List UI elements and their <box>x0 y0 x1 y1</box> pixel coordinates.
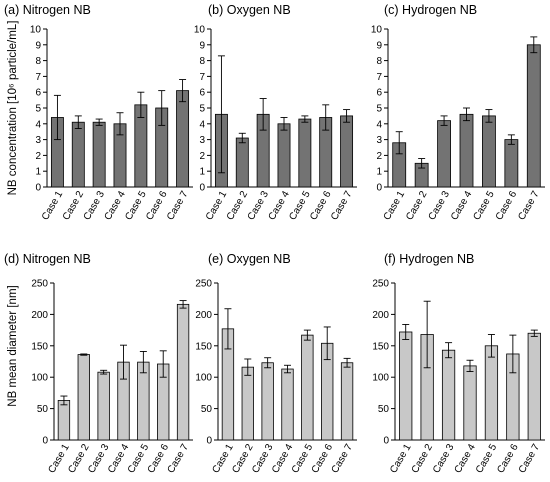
category-label: Case 7 <box>329 189 355 222</box>
bar <box>463 365 477 441</box>
bar <box>241 366 254 441</box>
y-tick-label: 0 <box>206 436 212 447</box>
y-tick-label: 7 <box>35 72 41 83</box>
y-tick-label: 6 <box>376 88 382 99</box>
bar <box>437 120 451 188</box>
y-tick-label: 5 <box>199 104 205 115</box>
y-tick-label: 9 <box>35 40 41 51</box>
y-tick-label: 9 <box>376 40 382 51</box>
y-tick-label: 8 <box>376 56 382 67</box>
y-tick-label: 8 <box>35 56 41 67</box>
bar <box>77 354 90 441</box>
bar <box>301 334 314 441</box>
y-tick-label: 100 <box>195 373 212 384</box>
y-tick-label: 4 <box>376 119 382 130</box>
category-label: Case 7 <box>517 442 543 475</box>
y-tick-label: 10 <box>194 25 206 36</box>
panel-title: (d) Nitrogen NB <box>4 252 91 266</box>
y-tick-label: 50 <box>201 404 213 415</box>
y-tick-label: 100 <box>372 373 389 384</box>
bar <box>92 121 106 188</box>
y-tick-label: 10 <box>30 25 42 36</box>
bar <box>526 44 541 188</box>
y-tick-label: 3 <box>376 135 382 146</box>
y-tick-label: 0 <box>42 436 48 447</box>
y-tick-label: 200 <box>31 310 48 321</box>
y-tick-label: 250 <box>372 279 389 290</box>
row2-ylabel: NB mean diameter [nm] <box>7 285 19 406</box>
y-tick-label: 150 <box>195 341 212 352</box>
bar <box>298 118 312 188</box>
y-tick-label: 250 <box>195 279 212 290</box>
panel-title: (c) Hydrogen NB <box>384 3 477 17</box>
bar <box>71 121 85 188</box>
bar <box>340 362 354 441</box>
y-tick-label: 1 <box>35 167 41 178</box>
panel-title: (b) Oxygen NB <box>208 3 291 17</box>
bar <box>340 115 354 188</box>
panel-title: (f) Hydrogen NB <box>384 252 474 266</box>
y-tick-label: 10 <box>371 25 383 36</box>
bar <box>97 371 110 441</box>
y-tick-label: 4 <box>35 119 41 130</box>
y-tick-label: 5 <box>35 104 41 115</box>
y-tick-label: 8 <box>199 56 205 67</box>
bar <box>176 90 190 188</box>
panel-title: (e) Oxygen NB <box>208 252 291 266</box>
y-tick-label: 0 <box>383 436 389 447</box>
bar <box>527 332 541 441</box>
y-tick-label: 0 <box>376 183 382 194</box>
y-tick-label: 100 <box>31 373 48 384</box>
bar <box>176 303 190 441</box>
bar <box>399 331 413 441</box>
bar <box>482 115 496 188</box>
bar <box>459 113 474 188</box>
y-tick-label: 1 <box>199 167 205 178</box>
y-tick-label: 3 <box>199 135 205 146</box>
y-tick-label: 2 <box>35 151 41 162</box>
bar <box>261 362 274 441</box>
y-tick-label: 6 <box>35 88 41 99</box>
bar <box>504 139 519 188</box>
y-tick-label: 6 <box>199 88 205 99</box>
y-tick-label: 7 <box>376 72 382 83</box>
y-tick-label: 150 <box>372 341 389 352</box>
category-label: Case 7 <box>516 189 542 222</box>
y-tick-label: 2 <box>376 151 382 162</box>
y-tick-label: 7 <box>199 72 205 83</box>
y-tick-label: 200 <box>195 310 212 321</box>
y-tick-label: 1 <box>376 167 382 178</box>
bar <box>441 349 456 441</box>
y-tick-label: 50 <box>37 404 49 415</box>
category-label: Case 7 <box>165 189 191 222</box>
bar <box>277 123 291 188</box>
panel-title: (a) Nitrogen NB <box>4 3 91 17</box>
y-tick-label: 0 <box>199 183 205 194</box>
bar <box>281 368 294 441</box>
y-tick-label: 150 <box>31 341 48 352</box>
bar <box>484 345 499 441</box>
y-tick-label: 9 <box>199 40 205 51</box>
y-tick-label: 250 <box>31 279 48 290</box>
y-tick-label: 0 <box>35 183 41 194</box>
y-tick-label: 5 <box>376 104 382 115</box>
bar <box>137 361 150 441</box>
bar <box>235 137 249 188</box>
y-tick-label: 50 <box>378 404 390 415</box>
y-tick-label: 3 <box>35 135 41 146</box>
y-tick-label: 4 <box>199 119 205 130</box>
row1-ylabel: NB concentration [10⁶ particle/mL] <box>7 21 19 196</box>
bar <box>57 400 71 441</box>
y-tick-label: 2 <box>199 151 205 162</box>
y-tick-label: 200 <box>372 310 389 321</box>
